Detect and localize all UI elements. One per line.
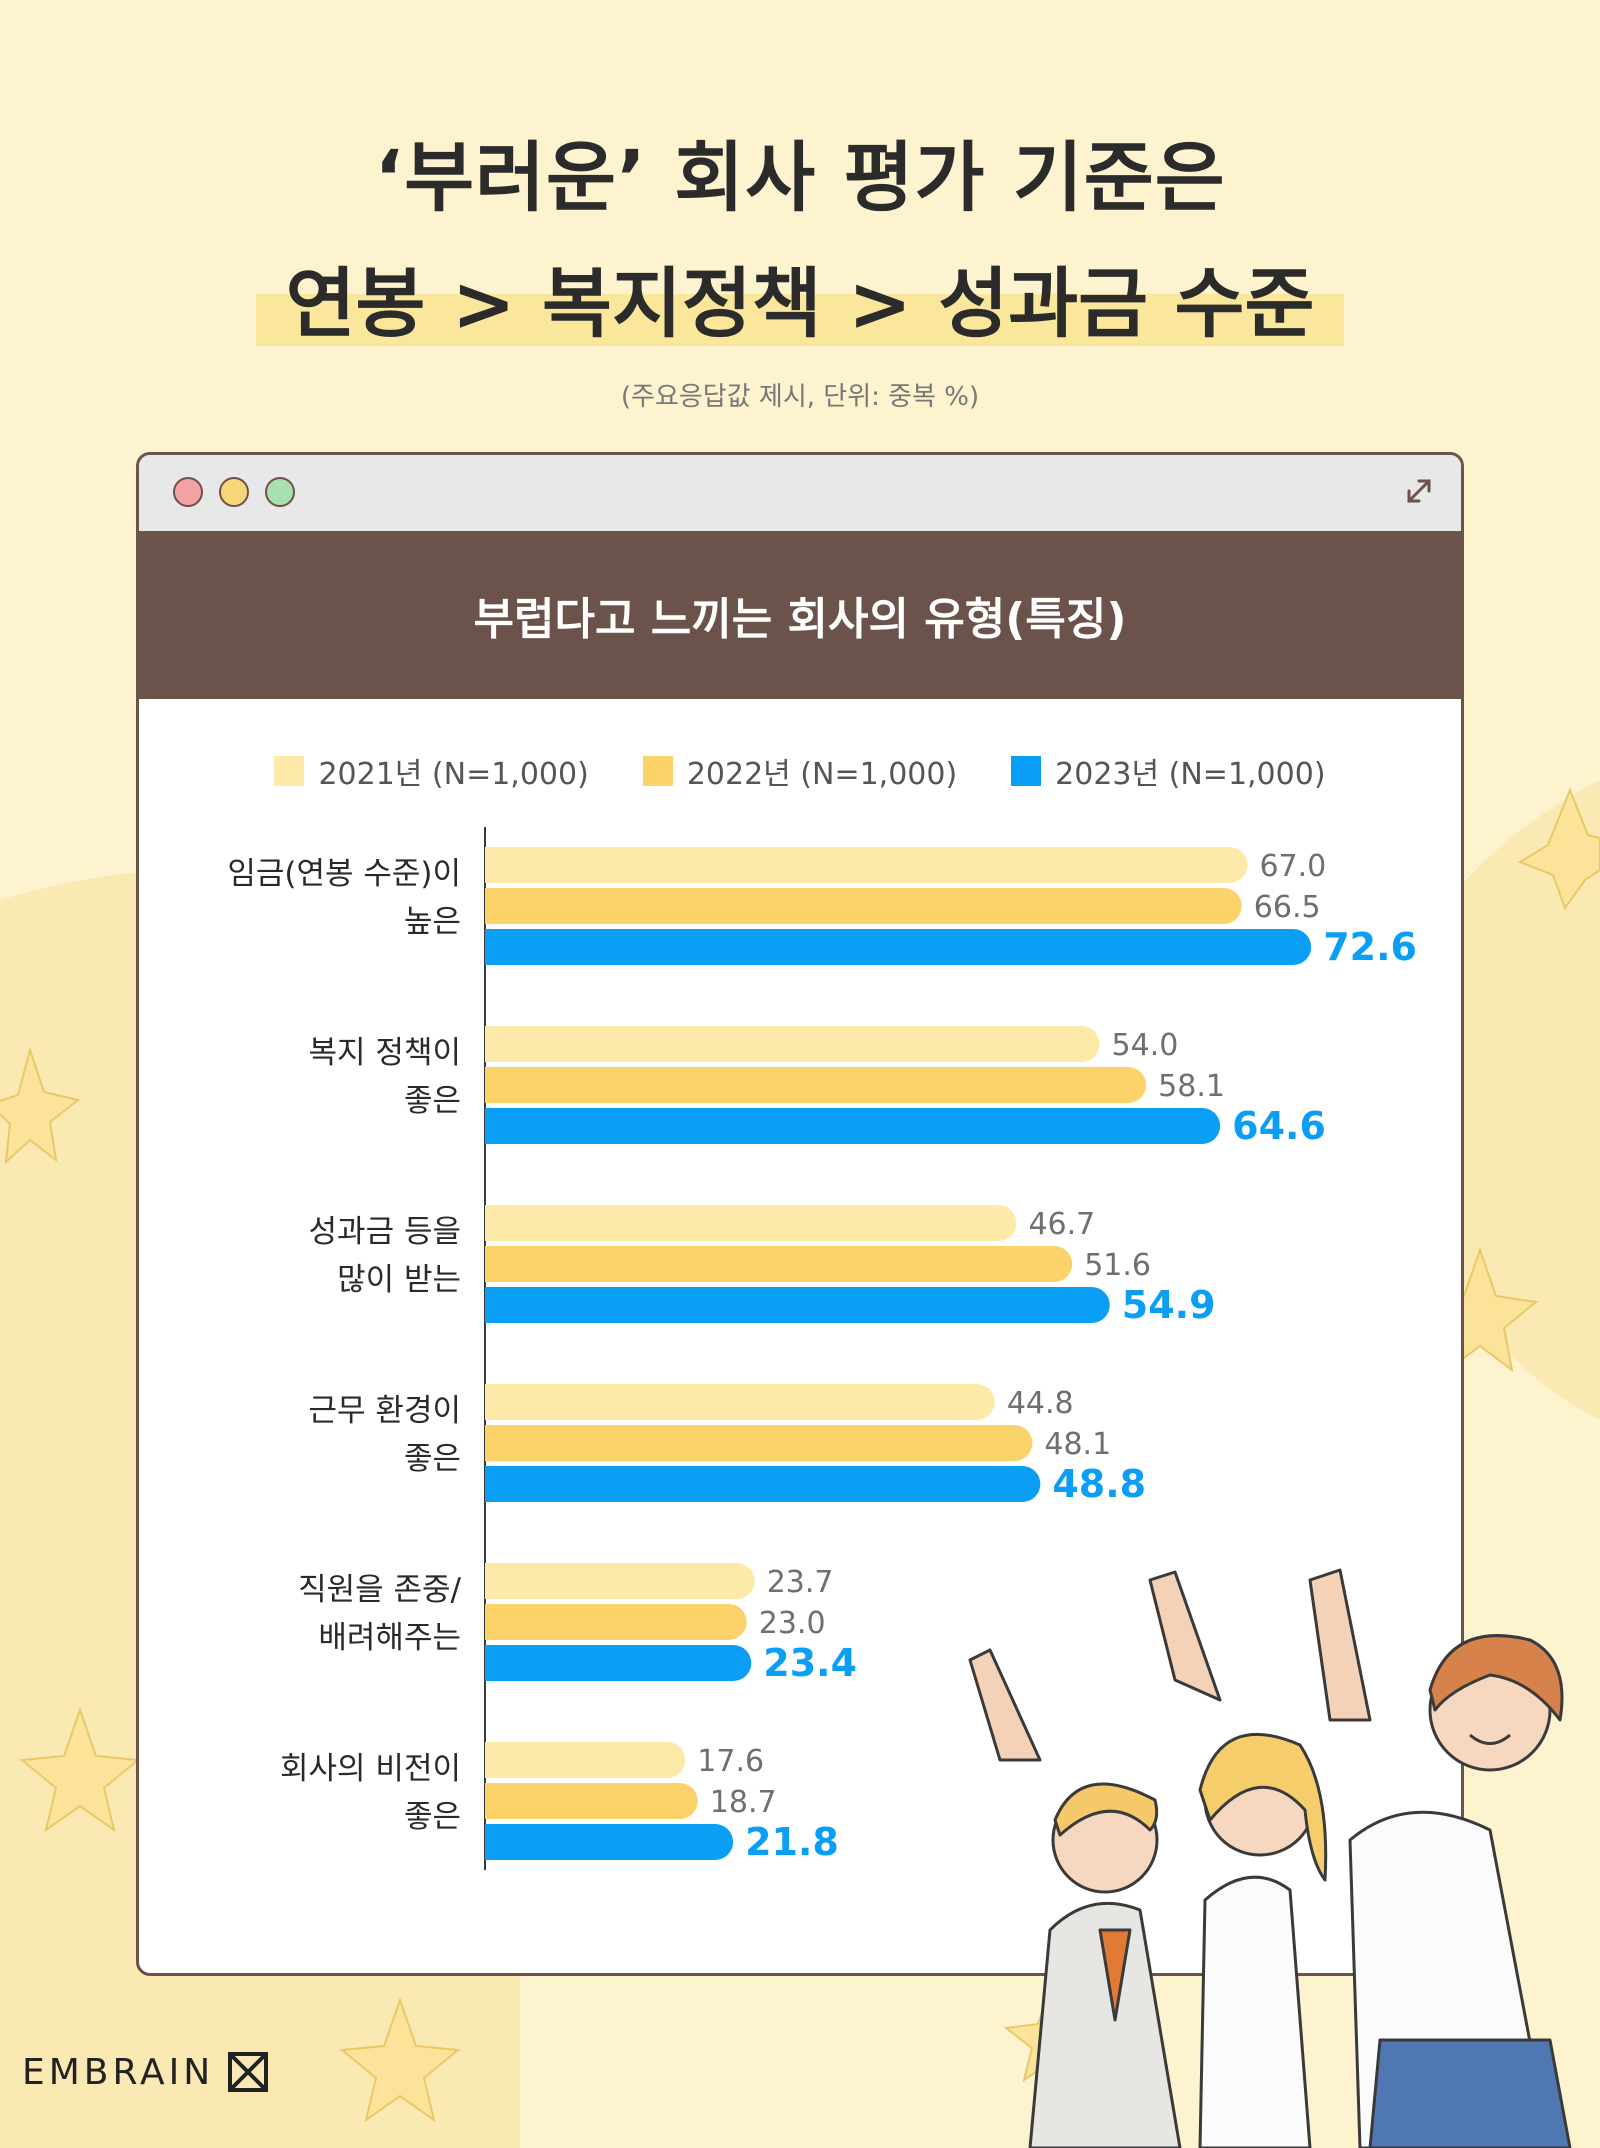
cheering-people-illustration [968,1568,1572,2148]
bar-2022 [485,888,1242,924]
bar-base [485,1563,521,1599]
legend-swatch-2021 [274,756,305,786]
bar-base [485,1645,521,1681]
bar-2023 [485,1108,1221,1144]
bar-base [485,929,521,965]
headline-line2: 연봉 > 복지정책 > 성과금 수준 [285,259,1315,348]
headline: ‘부러운’ 회사 평가 기준은 연봉 > 복지정책 > 성과금 수준 [0,128,1600,354]
headline-line2-wrap: 연봉 > 복지정책 > 성과금 수준 [255,254,1345,354]
bar-2023 [485,1645,752,1681]
bar-base [485,1742,521,1778]
bar-base [485,1425,521,1461]
data-label: 66.5 [1254,890,1321,925]
category-label: 좋은 [404,1799,461,1835]
data-label: 64.6 [1232,1104,1326,1148]
data-label: 46.7 [1028,1207,1095,1242]
bar-base [485,1824,521,1860]
category-label: 좋은 [404,1441,461,1477]
bar-2021 [485,1026,1100,1062]
star-decoration [19,1706,141,1833]
bar-2022 [485,1783,698,1819]
headline-highlight [255,294,1345,346]
star-decoration [1517,787,1600,911]
bar-2021 [485,1742,686,1778]
legend-label-2021: 2021년 (N=1,000) [318,757,589,792]
category-label: 직원을 존중/ [298,1572,461,1608]
bar-2023 [485,1287,1110,1323]
star-decoration [339,1996,461,2123]
category-label: 회사의 비전이 [280,1751,461,1787]
browser-window: 부럽다고 느끼는 회사의 유형(특징) 2021년 (N=1,000) 2022… [136,452,1464,1976]
category-label: 임금(연봉 수준)이 [227,856,461,892]
bar-base [485,1205,521,1241]
bar-base [485,1287,521,1323]
bar-2023 [485,1824,734,1860]
bar-base [485,888,521,924]
bar-2021 [485,1205,1017,1241]
bar-base [485,1604,521,1640]
bar-2022 [485,1604,747,1640]
bar-2021 [485,1563,755,1599]
legend-item-2022: 2022년 (N=1,000) [642,749,958,793]
legend-swatch-2022 [642,756,673,786]
brand-logo: EMBRAIN [22,2050,270,2094]
data-label: 21.8 [745,1820,839,1864]
bar-2022 [485,1425,1033,1461]
bar-base [485,1108,521,1144]
bar-base [485,1067,521,1103]
chart-legend: 2021년 (N=1,000) 2022년 (N=1,000) 2023년 (N… [139,749,1461,793]
bar-2021 [485,1384,995,1420]
data-label: 44.8 [1007,1386,1074,1421]
data-label: 48.8 [1052,1462,1146,1506]
category-label: 좋은 [404,1083,461,1119]
bar-2022 [485,1246,1073,1282]
bar-2023 [485,929,1312,965]
category-label: 높은 [404,904,461,940]
legend-item-2021: 2021년 (N=1,000) [274,749,589,793]
data-label: 23.7 [767,1565,834,1600]
bar-base [485,1466,521,1502]
close-dot-icon[interactable] [173,477,203,507]
data-label: 23.4 [763,1641,857,1685]
bar-2023 [485,1466,1041,1502]
legend-item-2023: 2023년 (N=1,000) [1011,749,1326,793]
data-label: 72.6 [1323,925,1417,969]
data-label: 58.1 [1158,1069,1225,1104]
maximize-dot-icon[interactable] [265,477,295,507]
embrain-logo-icon [228,2052,269,2092]
legend-label-2023: 2023년 (N=1,000) [1055,757,1326,792]
bar-base [485,847,521,883]
headline-line1: ‘부러운’ 회사 평가 기준은 [374,133,1226,222]
panel-title: 부럽다고 느끼는 회사의 유형(특징) [473,594,1127,645]
star-decoration [0,1046,81,1165]
category-label: 성과금 등을 [309,1214,461,1250]
category-label: 근무 환경이 [309,1393,461,1429]
brand-name: EMBRAIN [22,2051,215,2093]
data-label: 51.6 [1084,1248,1151,1283]
minimize-dot-icon[interactable] [219,477,249,507]
data-label: 67.0 [1259,849,1326,884]
data-label: 54.9 [1122,1283,1216,1327]
category-label: 배려해주는 [318,1620,461,1656]
category-label: 많이 받는 [337,1262,461,1298]
bar-2022 [485,1067,1147,1103]
data-label: 48.1 [1044,1427,1111,1462]
category-label: 복지 정책이 [309,1035,461,1071]
data-label: 18.7 [710,1785,777,1820]
legend-swatch-2023 [1011,756,1042,786]
data-label: 23.0 [759,1606,826,1641]
bar-base [485,1246,521,1282]
bar-base [485,1026,521,1062]
bar-2021 [485,847,1248,883]
data-label: 54.0 [1112,1028,1179,1063]
unit-note: (주요응답값 제시, 단위: 중복 %) [620,382,980,412]
expand-icon[interactable] [1399,471,1439,511]
data-label: 17.6 [697,1744,764,1779]
legend-label-2022: 2022년 (N=1,000) [686,757,958,792]
bar-base [485,1384,521,1420]
bar-base [485,1783,521,1819]
panel-header: 부럽다고 느끼는 회사의 유형(특징) [139,531,1461,699]
window-titlebar [139,455,1461,533]
